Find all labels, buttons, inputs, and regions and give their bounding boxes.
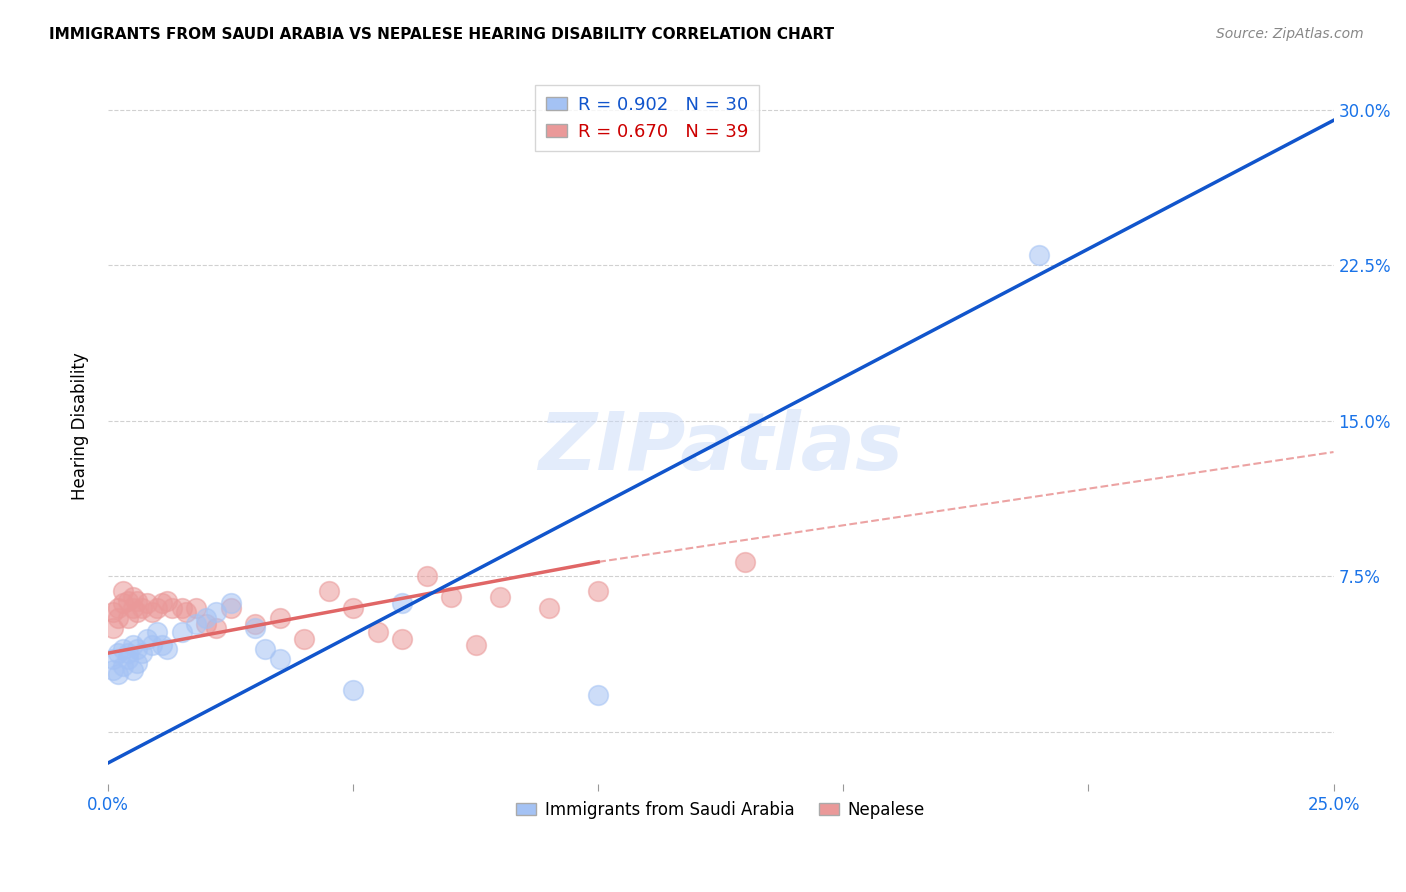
Point <box>101 652 124 666</box>
Point <box>243 617 266 632</box>
Point <box>195 611 218 625</box>
Point <box>127 642 149 657</box>
Point <box>117 594 139 608</box>
Text: Source: ZipAtlas.com: Source: ZipAtlas.com <box>1216 27 1364 41</box>
Point <box>127 605 149 619</box>
Point <box>107 611 129 625</box>
Point <box>127 657 149 671</box>
Point <box>107 666 129 681</box>
Point <box>342 600 364 615</box>
Point <box>170 600 193 615</box>
Point <box>1028 248 1050 262</box>
Point <box>367 625 389 640</box>
Point <box>146 600 169 615</box>
Point <box>111 658 134 673</box>
Point <box>107 600 129 615</box>
Point <box>186 600 208 615</box>
Point <box>734 555 756 569</box>
Point <box>150 638 173 652</box>
Text: IMMIGRANTS FROM SAUDI ARABIA VS NEPALESE HEARING DISABILITY CORRELATION CHART: IMMIGRANTS FROM SAUDI ARABIA VS NEPALESE… <box>49 27 834 42</box>
Point <box>111 642 134 657</box>
Point <box>117 652 139 666</box>
Text: ZIPatlas: ZIPatlas <box>538 409 903 486</box>
Point <box>253 642 276 657</box>
Point <box>586 688 609 702</box>
Point <box>269 611 291 625</box>
Point <box>141 638 163 652</box>
Point <box>489 590 512 604</box>
Point <box>391 632 413 646</box>
Point <box>131 646 153 660</box>
Point <box>117 646 139 660</box>
Point <box>127 594 149 608</box>
Point <box>121 590 143 604</box>
Point <box>176 605 198 619</box>
Point <box>538 600 561 615</box>
Point <box>101 605 124 619</box>
Point <box>195 617 218 632</box>
Point <box>318 583 340 598</box>
Point <box>141 605 163 619</box>
Point <box>156 594 179 608</box>
Point <box>131 600 153 615</box>
Point <box>121 600 143 615</box>
Point <box>170 625 193 640</box>
Point <box>136 596 159 610</box>
Point <box>219 600 242 615</box>
Point <box>121 638 143 652</box>
Point <box>117 611 139 625</box>
Y-axis label: Hearing Disability: Hearing Disability <box>72 352 89 500</box>
Legend: Immigrants from Saudi Arabia, Nepalese: Immigrants from Saudi Arabia, Nepalese <box>510 794 932 825</box>
Point <box>121 663 143 677</box>
Point <box>342 683 364 698</box>
Point <box>111 596 134 610</box>
Point <box>101 663 124 677</box>
Point <box>111 583 134 598</box>
Point <box>186 617 208 632</box>
Point <box>292 632 315 646</box>
Point <box>586 583 609 598</box>
Point <box>464 638 486 652</box>
Point <box>205 621 228 635</box>
Point <box>101 621 124 635</box>
Point <box>219 596 242 610</box>
Point <box>205 605 228 619</box>
Point <box>243 621 266 635</box>
Point <box>136 632 159 646</box>
Point <box>150 596 173 610</box>
Point <box>391 596 413 610</box>
Point <box>415 569 437 583</box>
Point <box>156 642 179 657</box>
Point <box>440 590 463 604</box>
Point <box>146 625 169 640</box>
Point <box>160 600 183 615</box>
Point <box>269 652 291 666</box>
Point <box>107 646 129 660</box>
